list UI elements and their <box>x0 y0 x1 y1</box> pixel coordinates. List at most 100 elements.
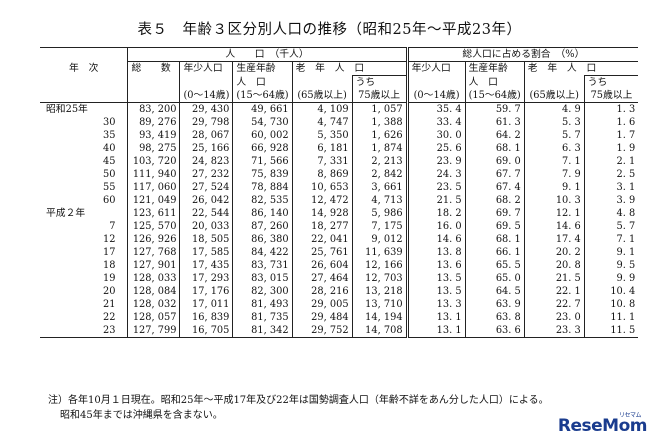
r-elderly-cell: 22. 7 <box>523 298 585 311</box>
logo-small-text: リセマム <box>618 412 642 419</box>
r-working-cell: 61. 3 <box>464 116 525 129</box>
total-cell: 93, 419 <box>127 129 180 142</box>
elderly-cell: 14, 928 <box>291 207 353 220</box>
r-elderly-cell: 12. 1 <box>523 207 585 220</box>
working-cell: 66, 928 <box>232 142 293 155</box>
over75-cell: 1, 388 <box>351 116 408 129</box>
r-young-cell: 23. 9 <box>405 155 466 168</box>
table-row: 23 127, 799 16, 705 81, 342 29, 752 14, 708 13… <box>40 324 639 338</box>
footnote-line-1: 注）各年10月１日現在。昭和25年～平成17年及び22年は国勢調査人口（年齢不詳… <box>48 395 549 406</box>
resemom-logo: ReseMom リセマム <box>557 412 648 436</box>
ratio-group-header: 総人口に占める割合 （%） <box>405 47 639 62</box>
total-cell: 128, 032 <box>127 298 180 311</box>
table-header: 人 口 （千人） 総人口に占める割合 （%） 年 次 総 数 年少人口 生産年齢… <box>40 47 639 103</box>
young-cell: 20, 033 <box>179 220 233 233</box>
r-over75-cell: 5. 7 <box>583 220 639 233</box>
year-cell: 12 <box>103 234 116 245</box>
r-elderly-cell: 22. 1 <box>523 285 585 298</box>
over75-cell: 5, 986 <box>351 207 408 220</box>
over75-cell: 9, 012 <box>351 233 408 246</box>
year-cell <box>100 103 128 117</box>
r-young-cell: 16. 0 <box>405 220 466 233</box>
young-cell: 17, 585 <box>179 246 233 259</box>
young-cell: 17, 435 <box>179 259 233 272</box>
young-cell: 22, 544 <box>179 207 233 220</box>
elderly-cell: 4, 747 <box>291 116 353 129</box>
year-cell: 21 <box>103 299 116 310</box>
r-elderly-cell: 5. 3 <box>523 116 585 129</box>
table-row: 20 128, 084 17, 176 82, 300 28, 216 13, 218 13… <box>40 285 639 298</box>
era-cell <box>40 194 100 207</box>
working-header-2: 人 口 <box>232 75 293 89</box>
r-young-cell: 13. 3 <box>405 298 466 311</box>
year-header: 年 次 <box>69 63 99 74</box>
young-cell: 17, 293 <box>179 272 233 285</box>
r-elderly-cell: 14. 6 <box>523 220 585 233</box>
r-elderly-cell: 6. 3 <box>523 142 585 155</box>
table-row: 19 128, 033 17, 293 83, 015 27, 464 12, 703 13… <box>40 272 639 285</box>
logo-text: ReseMom <box>557 416 648 436</box>
elderly-cell: 4, 109 <box>291 102 353 116</box>
working-cell: 75, 839 <box>232 168 293 181</box>
r-working-cell: 63. 9 <box>464 298 525 311</box>
elderly-cell: 28, 216 <box>291 285 353 298</box>
year-cell: 40 <box>103 143 116 154</box>
r-working-cell: 67. 4 <box>464 181 525 194</box>
total-cell: 127, 799 <box>127 324 180 338</box>
era-cell <box>40 259 100 272</box>
table-row: 30 89, 276 29, 798 54, 730 4, 747 1, 388 33. 4… <box>40 116 639 129</box>
r-working-cell: 59. 7 <box>464 102 525 116</box>
r-young-cell: 13. 5 <box>405 272 466 285</box>
over75-cell: 7, 175 <box>351 220 408 233</box>
young-header: 年少人口 <box>179 61 233 76</box>
table-row: 35 93, 419 28, 067 60, 002 5, 350 1, 626 30. 0… <box>40 129 639 142</box>
r-over75-cell: 10. 8 <box>583 298 639 311</box>
era-cell <box>40 168 100 181</box>
era-cell <box>40 246 100 259</box>
elderly-cell: 27, 464 <box>291 272 353 285</box>
over75-cell: 13, 710 <box>351 298 408 311</box>
over75-cell: 2, 213 <box>351 155 408 168</box>
total-cell: 128, 057 <box>127 311 180 324</box>
total-header: 総 数 <box>127 61 180 76</box>
total-cell: 111, 940 <box>127 168 180 181</box>
population-group-header: 人 口 （千人） <box>127 47 408 62</box>
young-cell: 16, 705 <box>179 324 233 338</box>
ratio-working-header-2: 人 口 <box>464 75 525 89</box>
over75-cell: 12, 703 <box>351 272 408 285</box>
working-cell: 83, 731 <box>232 259 293 272</box>
r-over75-cell: 9. 9 <box>583 272 639 285</box>
year-cell: 19 <box>103 273 116 284</box>
ratio-elderly-header: 老 年 人 口 <box>523 61 639 76</box>
total-cell: 128, 033 <box>127 272 180 285</box>
over75-cell: 14, 708 <box>351 324 408 338</box>
r-working-cell: 68. 1 <box>464 233 525 246</box>
total-cell: 98, 275 <box>127 142 180 155</box>
table-row: 18 127, 901 17, 435 83, 731 26, 604 12, 166 13… <box>40 259 639 272</box>
table-row: 7 125, 570 20, 033 87, 260 18, 277 7, 175 16. … <box>40 220 639 233</box>
r-young-cell: 30. 0 <box>405 129 466 142</box>
working-cell: 71, 566 <box>232 155 293 168</box>
total-cell: 126, 926 <box>127 233 180 246</box>
r-elderly-cell: 23. 3 <box>523 324 585 338</box>
r-over75-cell: 3. 1 <box>583 181 639 194</box>
elderly-cell: 5, 350 <box>291 129 353 142</box>
r-elderly-cell: 21. 5 <box>523 272 585 285</box>
table-row: 平成２年 123, 611 22, 544 86, 140 14, 928 5, 986 1… <box>40 207 639 220</box>
working-cell: 78, 884 <box>232 181 293 194</box>
year-cell: 18 <box>103 260 116 271</box>
table-row: 45 103, 720 24, 823 71, 566 7, 331 2, 213 23. … <box>40 155 639 168</box>
working-sub-header: (15～64歳) <box>232 89 293 103</box>
over75-cell: 1, 057 <box>351 102 408 116</box>
total-cell: 128, 084 <box>127 285 180 298</box>
era-cell <box>40 233 100 246</box>
elderly-cell: 12, 472 <box>291 194 353 207</box>
young-cell: 27, 524 <box>179 181 233 194</box>
over75-cell: 14, 194 <box>351 311 408 324</box>
r-over75-cell: 9. 5 <box>583 259 639 272</box>
r-over75-cell: 2. 5 <box>583 168 639 181</box>
young-cell: 29, 430 <box>179 102 233 116</box>
total-cell: 127, 901 <box>127 259 180 272</box>
working-cell: 84, 422 <box>232 246 293 259</box>
elderly-sub-header: (65歳以上) <box>291 89 353 103</box>
